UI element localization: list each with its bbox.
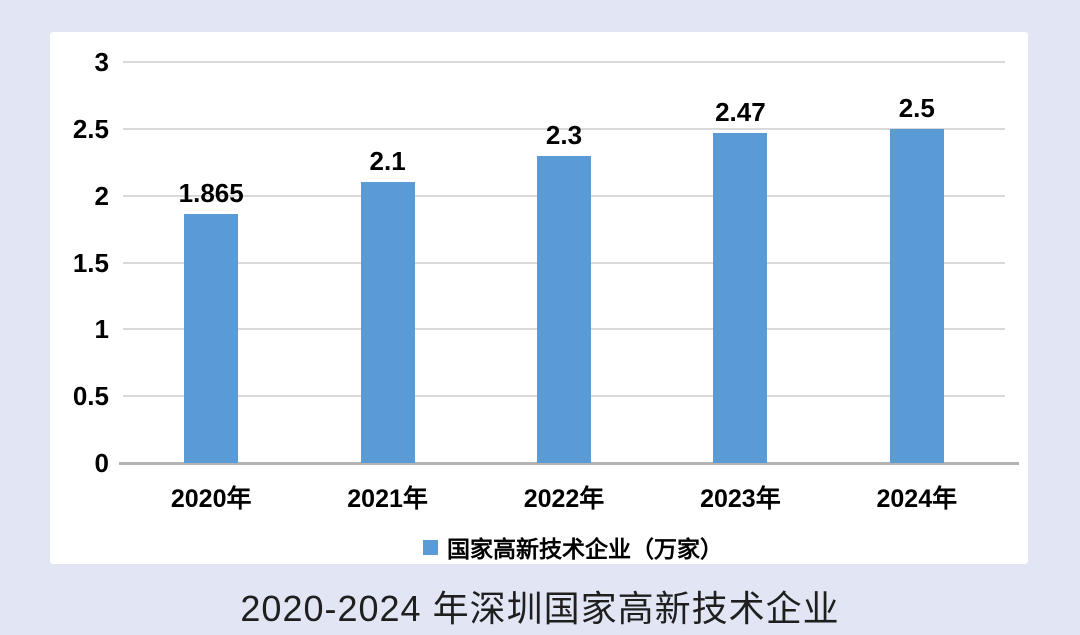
- chart-caption: 2020-2024 年深圳国家高新技术企业: [240, 588, 840, 629]
- bar-2021年: [360, 182, 415, 463]
- gridline-3: [123, 61, 1005, 63]
- bar-value-label: 2.3: [545, 119, 583, 150]
- y-tick-label: 1.5: [72, 247, 109, 278]
- chart-panel: 1.865 2.1 2.3 2.47 2.5 国家高新技术企业（万家） 0 0.5 1 1.5…: [50, 32, 1028, 564]
- bar-value-label: 2.47: [715, 96, 766, 127]
- y-tick-label: 1: [94, 314, 109, 345]
- x-tick-label: 2023年: [700, 485, 781, 513]
- y-tick-label: 0: [94, 448, 109, 478]
- x-tick-label: 2021年: [347, 485, 428, 513]
- x-tick-label: 2022年: [523, 485, 605, 513]
- x-axis-line: [119, 462, 1019, 465]
- y-tick-label: 3: [94, 47, 109, 77]
- legend-series-label: 国家高新技术企业（万家）: [447, 536, 723, 562]
- x-tick-label: 2024年: [876, 485, 958, 513]
- bar-2022年: [537, 155, 591, 463]
- legend: 国家高新技术企业（万家）: [123, 530, 1023, 564]
- x-tick-label: 2020年: [170, 485, 252, 513]
- y-tick-label: 2: [94, 180, 109, 211]
- y-tick-label: 0.5: [72, 381, 109, 412]
- gridline-2.5: [123, 127, 1005, 130]
- bar-value-label: 2.1: [369, 146, 406, 177]
- legend-series-marker-icon: [423, 539, 438, 555]
- bar-value-label: 2.5: [898, 92, 935, 123]
- bar-2024年: [889, 128, 944, 463]
- y-tick-label: 2.5: [72, 113, 109, 144]
- bar-2023年: [713, 132, 768, 463]
- bar-value-label: 1.865: [178, 177, 244, 208]
- bar-2020年: [184, 213, 239, 463]
- plot-area: 1.865 2.1 2.3 2.47 2.5: [119, 61, 1019, 465]
